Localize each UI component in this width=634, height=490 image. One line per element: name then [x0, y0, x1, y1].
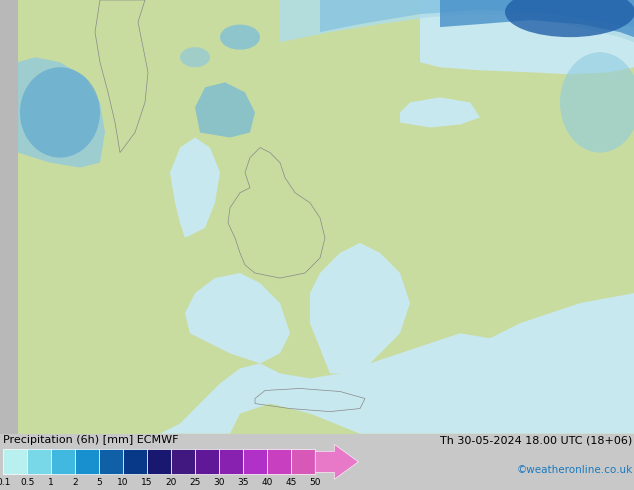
Bar — [123, 449, 147, 474]
Polygon shape — [320, 0, 634, 32]
Text: 40: 40 — [261, 478, 273, 487]
Bar — [243, 449, 267, 474]
Text: 2: 2 — [72, 478, 78, 487]
Bar — [0, 0, 18, 434]
Bar — [267, 449, 291, 474]
FancyArrow shape — [315, 444, 358, 479]
Text: 1: 1 — [48, 478, 54, 487]
Polygon shape — [280, 0, 634, 42]
Text: 15: 15 — [141, 478, 153, 487]
Bar — [27, 449, 51, 474]
Text: 45: 45 — [285, 478, 297, 487]
Text: 5: 5 — [96, 478, 102, 487]
Bar — [51, 449, 75, 474]
Text: 20: 20 — [165, 478, 177, 487]
Polygon shape — [170, 138, 220, 238]
Ellipse shape — [220, 24, 260, 49]
Bar — [75, 449, 99, 474]
Bar — [219, 449, 243, 474]
Text: 35: 35 — [238, 478, 249, 487]
Polygon shape — [195, 82, 255, 138]
Text: ©weatheronline.co.uk: ©weatheronline.co.uk — [517, 465, 633, 475]
Text: 0.5: 0.5 — [20, 478, 34, 487]
Polygon shape — [18, 57, 105, 168]
Ellipse shape — [505, 0, 634, 37]
Bar — [195, 449, 219, 474]
Text: Precipitation (6h) [mm] ECMWF: Precipitation (6h) [mm] ECMWF — [3, 435, 179, 445]
Ellipse shape — [20, 67, 100, 158]
Bar — [3, 449, 27, 474]
Text: 25: 25 — [190, 478, 201, 487]
Text: 30: 30 — [214, 478, 225, 487]
Ellipse shape — [180, 47, 210, 67]
Bar — [99, 449, 123, 474]
Bar — [291, 449, 315, 474]
Polygon shape — [440, 0, 634, 37]
Polygon shape — [310, 243, 410, 373]
Text: 10: 10 — [117, 478, 129, 487]
Bar — [147, 449, 171, 474]
Ellipse shape — [560, 52, 634, 152]
Polygon shape — [185, 273, 290, 364]
Text: Th 30-05-2024 18.00 UTC (18+06): Th 30-05-2024 18.00 UTC (18+06) — [441, 435, 633, 445]
Polygon shape — [420, 0, 634, 74]
Polygon shape — [400, 98, 480, 127]
Text: 0.1: 0.1 — [0, 478, 10, 487]
Polygon shape — [160, 293, 634, 434]
Text: 50: 50 — [309, 478, 321, 487]
Bar — [171, 449, 195, 474]
